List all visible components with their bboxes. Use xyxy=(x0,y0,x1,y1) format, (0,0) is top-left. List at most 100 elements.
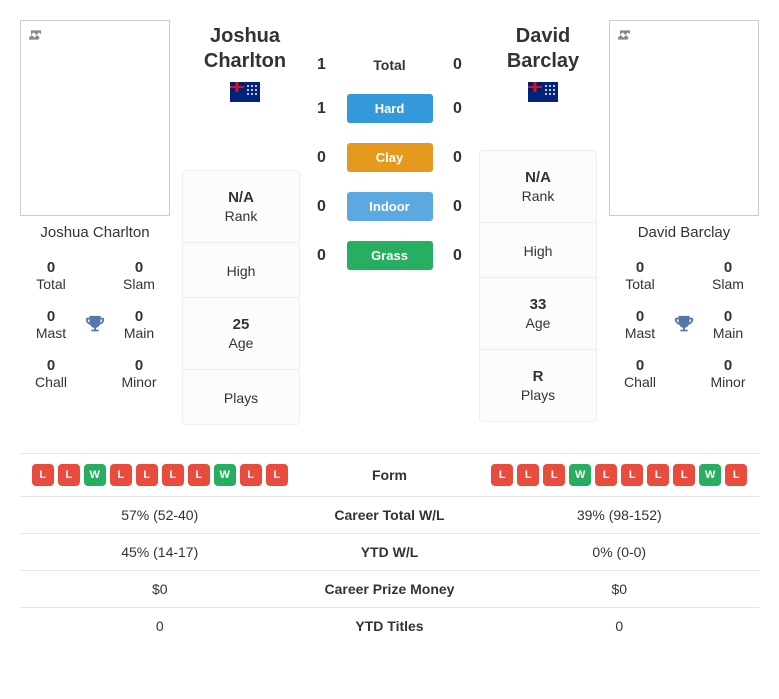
player1-ytd-titles: 0 xyxy=(20,618,300,634)
form-pill: L xyxy=(240,464,262,486)
form-pill: L xyxy=(595,464,617,486)
player2-mast-titles: 0Mast xyxy=(609,302,671,347)
hard-pill: Hard xyxy=(347,94,433,123)
form-pill: W xyxy=(699,464,721,486)
player1-photo xyxy=(20,20,170,216)
grass-pill: Grass xyxy=(347,241,433,270)
player2-name-under: David Barclay xyxy=(609,224,759,241)
player1-main-titles: 0Main xyxy=(108,302,170,347)
form-label: Form xyxy=(300,467,480,483)
player1-name-under: Joshua Charlton xyxy=(20,224,170,241)
player1-info-box: N/ARank High 25Age Plays xyxy=(182,170,300,425)
p2-grass-score: 0 xyxy=(449,247,467,265)
player1-total-titles: 0Total xyxy=(20,253,82,298)
player2-high: High xyxy=(480,223,596,278)
h2h-total-row: 1 Total 0 xyxy=(312,56,467,74)
broken-image-icon xyxy=(616,27,632,43)
h2h-indoor-row: 0 Indoor 0 xyxy=(312,192,467,221)
player2-info-box: N/ARank High 33Age RPlays xyxy=(479,150,597,422)
form-pill: W xyxy=(214,464,236,486)
player2-chall-titles: 0Chall xyxy=(609,351,671,396)
form-pill: L xyxy=(58,464,80,486)
p2-total-score: 0 xyxy=(449,56,467,74)
h2h-grass-row: 0 Grass 0 xyxy=(312,241,467,270)
player2-career-wl: 39% (98-152) xyxy=(480,507,760,523)
player2-ytd-titles: 0 xyxy=(480,618,760,634)
player2-titles-grid: 0Total 0Slam 0Mast 0Main 0Chall 0Minor xyxy=(609,253,759,396)
player1-plays: Plays xyxy=(183,370,299,424)
p1-clay-score: 0 xyxy=(313,149,331,167)
trophy-icon-cell xyxy=(84,302,106,347)
ytd-titles-row: 0 YTD Titles 0 xyxy=(20,608,759,644)
career-prize-row: $0 Career Prize Money $0 xyxy=(20,571,759,608)
form-pill: L xyxy=(621,464,643,486)
player1-flag-icon xyxy=(230,82,260,102)
player2-photo-column: David Barclay 0Total 0Slam 0Mast 0Main 0… xyxy=(609,20,759,396)
form-pill: L xyxy=(673,464,695,486)
player2-form: LLLWLLLLWL xyxy=(480,464,760,486)
player1-header: JoshuaCharlton xyxy=(200,24,290,107)
h2h-hard-row: 1 Hard 0 xyxy=(312,94,467,123)
head-to-head-top: Joshua Charlton 0Total 0Slam 0Mast 0Main… xyxy=(20,20,759,425)
broken-image-icon xyxy=(27,27,43,43)
player2-rank: N/ARank xyxy=(480,151,596,223)
form-pill: L xyxy=(162,464,184,486)
p1-indoor-score: 0 xyxy=(313,198,331,216)
form-pill: L xyxy=(188,464,210,486)
form-pill: L xyxy=(110,464,132,486)
player2-header: DavidBarclay xyxy=(498,24,588,107)
player2-minor-titles: 0Minor xyxy=(697,351,759,396)
player1-career-prize: $0 xyxy=(20,581,300,597)
player2-ytd-wl: 0% (0-0) xyxy=(480,544,760,560)
form-pill: L xyxy=(266,464,288,486)
clay-pill: Clay xyxy=(347,143,433,172)
p1-total-score: 1 xyxy=(313,56,331,74)
trophy-icon xyxy=(84,314,106,336)
h2h-center: 1 Total 0 1 Hard 0 0 Clay 0 0 Indoor 0 0… xyxy=(312,20,467,290)
indoor-pill: Indoor xyxy=(347,192,433,221)
player2-career-prize: $0 xyxy=(480,581,760,597)
career-prize-label: Career Prize Money xyxy=(300,581,480,597)
player2-main-titles: 0Main xyxy=(697,302,759,347)
form-pill: W xyxy=(84,464,106,486)
p1-grass-score: 0 xyxy=(313,247,331,265)
form-pill: L xyxy=(136,464,158,486)
form-row: LLWLLLLWLL Form LLLWLLLLWL xyxy=(20,454,759,497)
form-pill: W xyxy=(569,464,591,486)
player2-total-titles: 0Total xyxy=(609,253,671,298)
player1-rank: N/ARank xyxy=(183,171,299,243)
total-label: Total xyxy=(347,57,433,73)
career-wl-row: 57% (52-40) Career Total W/L 39% (98-152… xyxy=(20,497,759,534)
form-pill: L xyxy=(543,464,565,486)
ytd-titles-label: YTD Titles xyxy=(300,618,480,634)
p2-hard-score: 0 xyxy=(449,100,467,118)
player1-high: High xyxy=(183,243,299,298)
p1-hard-score: 1 xyxy=(313,100,331,118)
form-pill: L xyxy=(491,464,513,486)
player1-career-wl: 57% (52-40) xyxy=(20,507,300,523)
player1-slam-titles: 0Slam xyxy=(108,253,170,298)
player2-slam-titles: 0Slam xyxy=(697,253,759,298)
player1-photo-column: Joshua Charlton 0Total 0Slam 0Mast 0Main… xyxy=(20,20,170,396)
form-pill: L xyxy=(517,464,539,486)
p2-indoor-score: 0 xyxy=(449,198,467,216)
ytd-wl-row: 45% (14-17) YTD W/L 0% (0-0) xyxy=(20,534,759,571)
player2-plays: RPlays xyxy=(480,350,596,421)
trophy-icon xyxy=(673,314,695,336)
form-pill: L xyxy=(32,464,54,486)
comparison-table: LLWLLLLWLL Form LLLWLLLLWL 57% (52-40) C… xyxy=(20,453,759,644)
form-pill: L xyxy=(725,464,747,486)
trophy-icon-cell xyxy=(673,302,695,347)
player1-titles-grid: 0Total 0Slam 0Mast 0Main 0Chall 0Minor xyxy=(20,253,170,396)
p2-clay-score: 0 xyxy=(449,149,467,167)
player1-minor-titles: 0Minor xyxy=(108,351,170,396)
player1-chall-titles: 0Chall xyxy=(20,351,82,396)
player1-age: 25Age xyxy=(183,298,299,370)
player2-photo xyxy=(609,20,759,216)
player1-mast-titles: 0Mast xyxy=(20,302,82,347)
player1-form: LLWLLLLWLL xyxy=(20,464,300,486)
ytd-wl-label: YTD W/L xyxy=(300,544,480,560)
player1-ytd-wl: 45% (14-17) xyxy=(20,544,300,560)
h2h-clay-row: 0 Clay 0 xyxy=(312,143,467,172)
form-pill: L xyxy=(647,464,669,486)
